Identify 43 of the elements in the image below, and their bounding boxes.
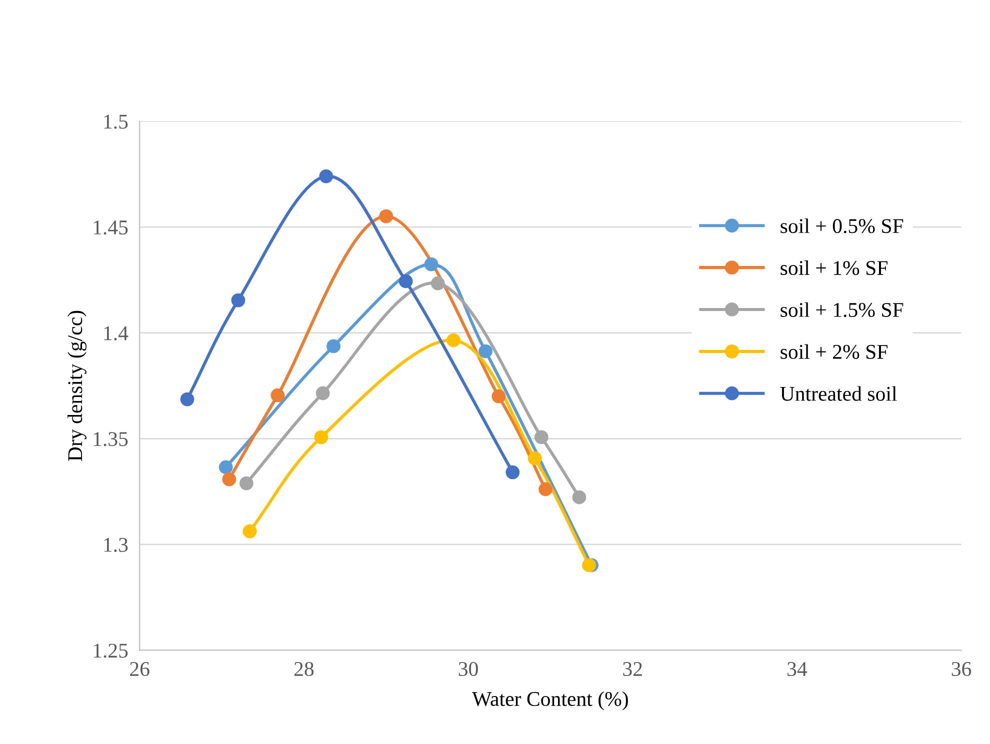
legend-label: soil + 1.5% SF <box>780 302 904 318</box>
y-tick-label: 1.3 <box>104 538 128 552</box>
x-axis-title: Water Content (%) <box>472 691 628 710</box>
point <box>242 524 257 538</box>
point <box>478 344 492 358</box>
point <box>231 293 246 308</box>
x-tick-label: 28 <box>294 662 314 676</box>
point <box>319 169 334 184</box>
y-tick-label: 1.5 <box>104 114 128 129</box>
x-tick-label: 32 <box>623 662 642 676</box>
point <box>218 460 233 474</box>
y-tick-label: 1.4 <box>104 326 128 340</box>
x-tick-label: 36 <box>952 662 972 676</box>
legend-label: soil + 1% SF <box>780 260 888 276</box>
legend-label: soil + 0.5% SF <box>780 218 904 234</box>
legend-label: Untreated soil <box>780 386 897 401</box>
y-tick-label: 1.45 <box>94 220 128 235</box>
x-tick-label: 34 <box>788 662 808 676</box>
x-tick-label: 26 <box>130 662 150 676</box>
point <box>270 388 285 402</box>
point <box>430 276 445 290</box>
point <box>446 333 460 348</box>
y-axis-title: Dry density (g/cc) <box>68 310 86 461</box>
point <box>538 482 552 496</box>
point <box>528 451 542 466</box>
point <box>492 389 506 404</box>
point <box>582 558 596 572</box>
point <box>222 472 236 486</box>
point <box>534 430 548 444</box>
y-tick-label: 1.25 <box>94 644 128 658</box>
point <box>314 430 328 444</box>
point <box>424 257 438 272</box>
point <box>180 392 194 406</box>
point <box>326 339 340 354</box>
point <box>506 465 520 480</box>
legend-label: soil + 2% SF <box>780 344 888 359</box>
x-tick-label: 30 <box>458 662 478 676</box>
point <box>239 476 254 490</box>
point <box>316 386 330 400</box>
y-tick-label: 1.35 <box>94 432 128 446</box>
point <box>379 209 394 224</box>
point <box>572 490 586 504</box>
point <box>398 274 413 288</box>
